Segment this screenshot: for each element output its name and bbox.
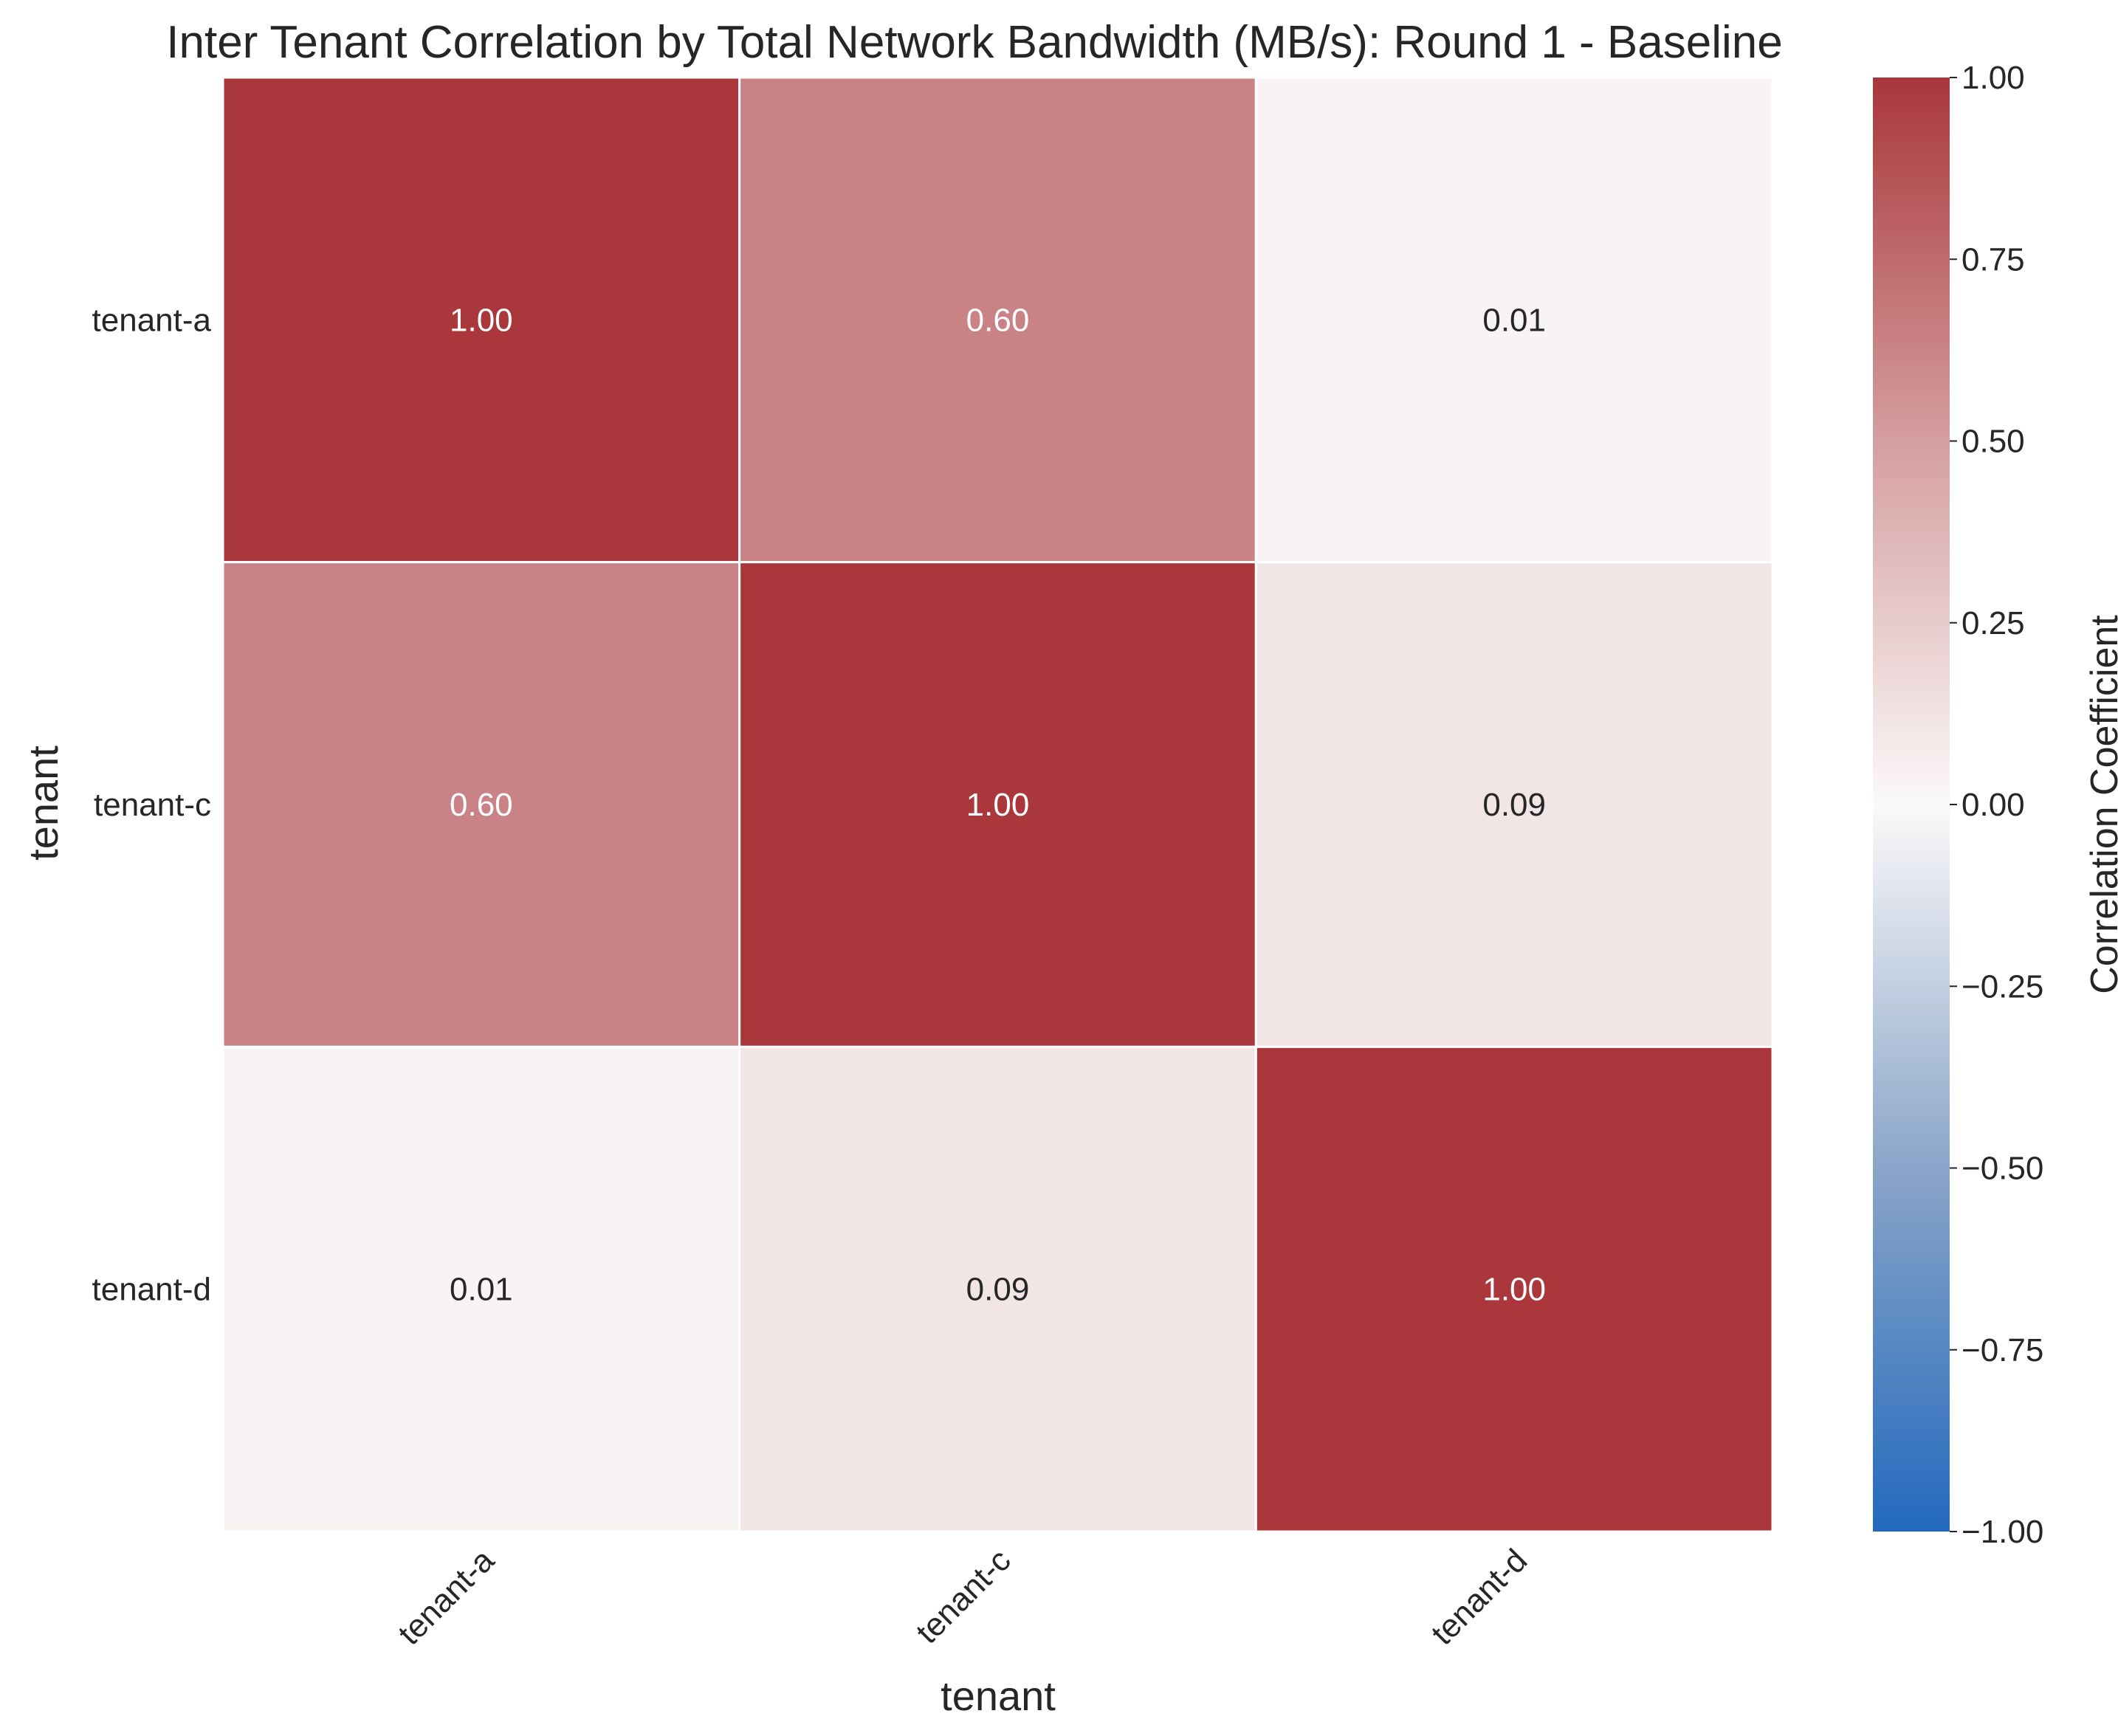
colorbar <box>1873 78 1950 1532</box>
y-axis-label: tenant <box>20 745 66 861</box>
colorbar-tick-label: −1.00 <box>1961 1514 2043 1550</box>
heatmap-cell-tenant-d-tenant-c <box>738 1045 1257 1533</box>
heatmap-cell-tenant-a-tenant-a <box>221 76 741 564</box>
heatmap-cell-tenant-c-tenant-a <box>221 561 741 1048</box>
x-tick-tenant-a: tenant-a <box>391 1542 501 1652</box>
cell-value-label: 0.01 <box>1482 302 1546 338</box>
y-tick-tenant-d: tenant-d <box>92 1272 211 1308</box>
x-tick-labels: tenant-a tenant-c tenant-d <box>391 1542 1534 1652</box>
x-axis-label: tenant <box>941 1673 1056 1719</box>
y-tick-labels: tenant-a tenant-c tenant-d <box>92 302 212 1307</box>
chart-title: Inter Tenant Correlation by Total Networ… <box>166 17 1782 68</box>
heatmap-cell-tenant-a-tenant-d <box>1254 76 1774 564</box>
heatmap-cell-tenant-c-tenant-c <box>738 561 1257 1048</box>
x-tick-tenant-d: tenant-d <box>1424 1542 1534 1652</box>
colorbar-tick-label: −0.75 <box>1961 1332 2043 1368</box>
cell-value-label: 0.09 <box>966 1272 1030 1308</box>
cell-value-label: 0.60 <box>450 787 513 823</box>
x-tick-tenant-c: tenant-c <box>910 1542 1018 1650</box>
heatmap-cells: 1.00 0.60 0.01 0.60 1.00 0.09 0.01 0.09 1.00 <box>221 76 1774 1533</box>
colorbar-ticks: 1.00 0.75 0.50 0.25 0.00 −0.25 −0.50 −0.75 −1.00 <box>1950 60 2043 1550</box>
colorbar-tick-label: 0.00 <box>1961 787 2025 823</box>
colorbar-tick-label: 0.25 <box>1961 605 2025 641</box>
y-tick-tenant-a: tenant-a <box>92 302 212 338</box>
colorbar-tick-label: 0.50 <box>1961 424 2025 460</box>
cell-value-label: 0.60 <box>966 302 1030 338</box>
cell-value-label: 1.00 <box>966 787 1030 823</box>
cell-value-label: 1.00 <box>450 302 513 338</box>
colorbar-tick-label: −0.25 <box>1961 968 2043 1005</box>
heatmap-cell-tenant-c-tenant-d <box>1254 561 1774 1048</box>
colorbar-label: Correlation Coefficient <box>2083 615 2118 994</box>
colorbar-tick-label: 0.75 <box>1961 241 2025 278</box>
cell-value-label: 0.01 <box>450 1272 513 1308</box>
heatmap-cell-tenant-d-tenant-d <box>1254 1045 1774 1533</box>
colorbar-tick-label: −0.50 <box>1961 1151 2043 1187</box>
heatmap-cell-tenant-a-tenant-c <box>738 76 1257 564</box>
cell-value-label: 1.00 <box>1482 1272 1546 1308</box>
colorbar-tick-label: 1.00 <box>1961 60 2025 96</box>
y-tick-tenant-c: tenant-c <box>94 787 211 823</box>
heatmap-cell-tenant-d-tenant-a <box>221 1045 741 1533</box>
cell-value-label: 0.09 <box>1482 787 1546 823</box>
